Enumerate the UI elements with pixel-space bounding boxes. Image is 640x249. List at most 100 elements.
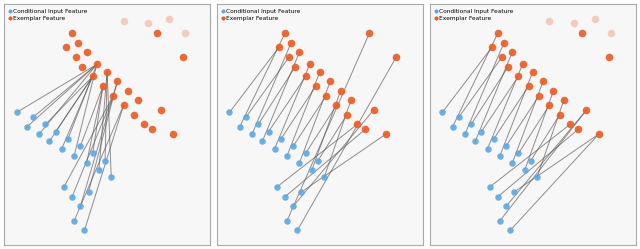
Point [280,195,290,199]
Point [156,108,166,112]
Point [346,98,356,102]
Point [264,130,274,134]
Legend: Conditional Input Feature, Exemplar Feature: Conditional Input Feature, Exemplar Feat… [7,7,90,23]
Point [73,41,83,45]
Point [525,159,536,163]
Point [559,98,569,102]
Point [296,190,307,194]
Point [454,115,464,119]
Point [152,31,162,35]
Point [102,69,112,73]
Point [288,204,298,208]
Point [509,190,520,194]
Point [332,103,342,107]
Point [164,17,174,21]
Point [224,111,234,115]
Point [342,113,352,117]
Point [505,228,515,232]
Point [40,123,51,126]
Point [319,176,329,180]
Point [269,147,280,151]
Point [499,41,509,45]
Point [67,31,77,35]
Point [106,176,116,180]
Point [67,195,77,199]
Point [92,62,102,66]
Point [364,31,374,35]
Point [548,89,559,93]
Point [77,65,88,69]
Point [235,125,245,129]
Point [108,94,118,98]
Point [282,154,292,158]
Point [369,108,379,112]
Point [79,228,90,232]
Point [604,55,614,59]
Point [123,89,133,93]
Point [290,65,300,69]
Point [168,132,178,136]
Point [501,144,511,148]
Point [466,123,476,126]
Point [577,31,588,35]
Point [294,50,305,54]
Point [524,84,534,88]
Point [28,115,38,119]
Point [98,84,108,88]
Point [497,55,507,59]
Point [94,168,104,172]
Legend: Conditional Input Feature, Exemplar Feature: Conditional Input Feature, Exemplar Feat… [220,7,303,23]
Point [513,151,524,155]
Point [247,132,257,136]
Point [118,103,129,107]
Point [495,219,505,223]
Point [288,144,298,148]
Point [528,69,538,73]
Point [321,94,332,98]
Point [520,168,530,172]
Point [88,151,98,155]
Point [241,115,251,119]
Point [76,204,86,208]
Point [81,50,92,54]
Point [513,74,524,78]
Point [518,62,528,66]
Point [544,103,554,107]
Point [493,195,503,199]
Point [507,161,517,165]
Point [81,161,92,165]
Point [257,139,268,143]
Legend: Conditional Input Feature, Exemplar Feature: Conditional Input Feature, Exemplar Feat… [433,7,515,23]
Point [69,154,79,158]
Point [565,123,575,126]
Point [507,50,517,54]
Point [300,151,310,155]
Point [280,31,290,35]
Point [133,98,143,102]
Point [573,127,583,131]
Point [534,94,544,98]
Point [503,65,513,69]
Point [335,89,346,93]
Point [59,185,69,189]
Point [606,31,616,35]
Point [391,55,401,59]
Point [307,168,317,172]
Point [554,113,564,117]
Point [253,123,263,126]
Point [470,139,481,143]
Point [12,111,22,115]
Point [139,123,149,126]
Point [352,123,362,126]
Point [276,137,286,141]
Point [100,159,110,163]
Point [129,113,139,117]
Point [581,108,591,112]
Point [294,161,305,165]
Point [488,137,499,141]
Point [589,17,600,21]
Point [61,46,71,50]
Point [447,125,458,129]
Point [271,185,282,189]
Point [532,176,542,180]
